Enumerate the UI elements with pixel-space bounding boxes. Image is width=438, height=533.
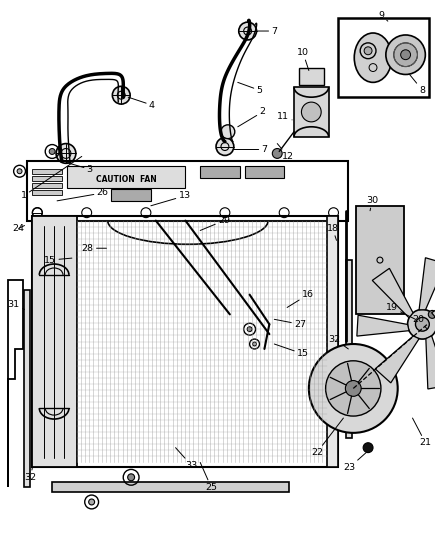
Polygon shape: [426, 336, 438, 389]
Text: 21: 21: [413, 418, 431, 447]
Text: 8: 8: [410, 75, 425, 95]
Polygon shape: [419, 258, 438, 310]
Circle shape: [49, 149, 55, 155]
Polygon shape: [375, 336, 419, 383]
Circle shape: [127, 474, 134, 481]
Text: 22: 22: [311, 418, 343, 457]
Bar: [32, 216, 77, 467]
Text: 1: 1: [21, 156, 82, 200]
Bar: [346, 260, 352, 438]
Bar: [52, 482, 289, 492]
Bar: [28, 161, 348, 221]
Text: 29: 29: [200, 216, 230, 230]
Text: CAUTION  FAN: CAUTION FAN: [96, 175, 156, 184]
Polygon shape: [357, 315, 409, 336]
Text: 15: 15: [274, 344, 309, 358]
Text: 26: 26: [57, 189, 109, 201]
Ellipse shape: [354, 33, 392, 83]
Circle shape: [56, 143, 76, 163]
Bar: [356, 206, 404, 314]
Bar: [32, 183, 62, 188]
Bar: [299, 68, 324, 85]
Text: 18: 18: [327, 224, 339, 240]
Bar: [245, 166, 284, 178]
Circle shape: [247, 327, 252, 332]
Circle shape: [239, 22, 257, 40]
Bar: [200, 166, 240, 178]
Text: 4: 4: [128, 97, 155, 110]
Text: 13: 13: [151, 191, 191, 206]
Text: 24: 24: [13, 224, 25, 233]
Circle shape: [408, 310, 437, 339]
Bar: [111, 189, 151, 201]
Text: 15: 15: [44, 256, 72, 264]
Text: 5: 5: [238, 83, 262, 95]
Text: 19: 19: [386, 303, 416, 319]
Text: 20: 20: [413, 315, 427, 329]
Text: 3: 3: [66, 163, 93, 174]
Circle shape: [88, 499, 95, 505]
Bar: [25, 290, 30, 487]
Circle shape: [17, 169, 22, 174]
Text: 16: 16: [287, 290, 314, 308]
Text: 9: 9: [378, 11, 388, 21]
Bar: [32, 169, 62, 174]
Circle shape: [309, 344, 398, 433]
Text: 7: 7: [257, 27, 277, 36]
Text: 32: 32: [328, 335, 348, 349]
Text: 12: 12: [277, 143, 294, 161]
Circle shape: [363, 443, 373, 453]
Bar: [32, 216, 339, 467]
Text: 30: 30: [366, 196, 378, 211]
Bar: [67, 166, 185, 188]
Circle shape: [364, 47, 372, 55]
Circle shape: [113, 86, 130, 104]
Circle shape: [221, 125, 235, 139]
Polygon shape: [436, 324, 438, 360]
Bar: [339, 18, 429, 97]
Bar: [32, 176, 62, 181]
Circle shape: [346, 381, 361, 397]
Polygon shape: [431, 285, 438, 318]
Bar: [32, 190, 62, 195]
Text: 10: 10: [297, 49, 309, 70]
Text: 31: 31: [8, 300, 25, 310]
Text: 23: 23: [343, 453, 366, 472]
Text: 32: 32: [25, 467, 37, 482]
Circle shape: [325, 361, 381, 416]
Bar: [294, 87, 328, 136]
Circle shape: [416, 317, 429, 331]
Polygon shape: [372, 268, 413, 318]
Circle shape: [272, 149, 282, 158]
Circle shape: [401, 50, 410, 60]
Text: 27: 27: [274, 319, 306, 329]
Circle shape: [394, 43, 417, 67]
Circle shape: [428, 310, 436, 318]
Circle shape: [301, 102, 321, 122]
Text: 2: 2: [238, 108, 265, 127]
Bar: [327, 216, 339, 467]
Text: 25: 25: [200, 463, 217, 491]
Text: 7: 7: [234, 145, 268, 154]
Circle shape: [216, 138, 234, 156]
Text: 28: 28: [82, 244, 106, 253]
Text: 33: 33: [176, 448, 198, 470]
Circle shape: [253, 342, 257, 346]
Circle shape: [386, 35, 425, 75]
Text: 11: 11: [277, 112, 292, 122]
